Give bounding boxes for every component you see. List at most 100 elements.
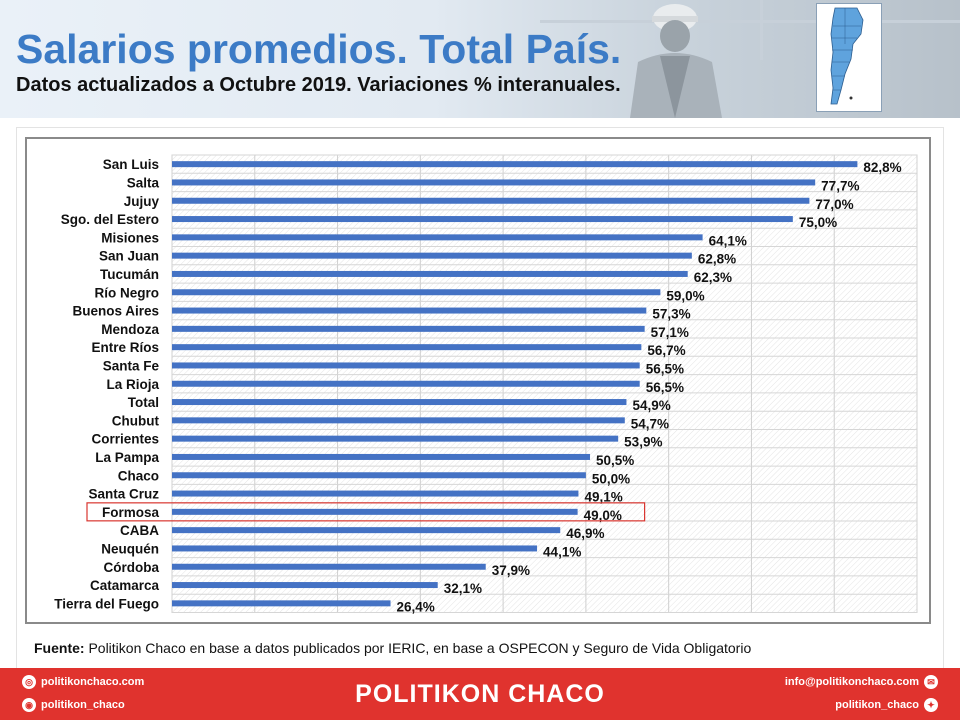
data-label: 57,3% <box>652 307 690 322</box>
footer-twitter-text: politikon_chaco <box>835 699 919 711</box>
category-label: Chubut <box>112 413 160 428</box>
data-label: 77,0% <box>815 197 853 212</box>
data-label: 56,5% <box>646 361 684 376</box>
bar <box>172 490 579 497</box>
category-label: Entre Ríos <box>91 340 159 355</box>
category-label: Santa Fe <box>103 358 160 373</box>
category-label: CABA <box>120 523 159 538</box>
argentina-map-icon <box>830 7 864 105</box>
bar <box>172 234 703 241</box>
data-label: 77,7% <box>821 178 859 193</box>
bar <box>172 435 619 442</box>
footer-brand: POLITIKON CHACO <box>355 680 605 708</box>
data-label: 75,0% <box>799 215 837 230</box>
footer-email[interactable]: info@politikonchaco.com ✉ <box>785 675 938 689</box>
category-label: Total <box>128 395 159 410</box>
footer-instagram[interactable]: ◉ politikon_chaco <box>22 698 125 712</box>
category-label: Sgo. del Estero <box>61 212 159 227</box>
bar <box>172 307 647 314</box>
bar <box>172 472 586 479</box>
bar <box>172 453 591 460</box>
bar <box>172 252 692 259</box>
category-label: La Rioja <box>106 377 159 392</box>
data-label: 53,9% <box>624 435 662 450</box>
bar <box>172 344 642 351</box>
bar <box>172 179 816 186</box>
data-label: 49,0% <box>584 508 622 523</box>
bar <box>172 216 793 223</box>
category-label: Santa Cruz <box>88 487 159 502</box>
worker-illustration <box>630 4 722 118</box>
bar <box>172 197 810 204</box>
bar <box>172 270 688 277</box>
bar <box>172 289 661 296</box>
page-title: Salarios promedios. Total País. <box>16 26 622 72</box>
category-label: Río Negro <box>94 285 159 300</box>
bar <box>172 380 640 387</box>
crane-decoration <box>760 0 763 60</box>
category-label: Formosa <box>102 505 160 520</box>
bar <box>172 582 438 589</box>
source-text: Politikon Chaco en base a datos publicad… <box>84 640 752 656</box>
highlight-box <box>86 502 646 522</box>
category-label: Tierra del Fuego <box>54 596 159 611</box>
footer-bar: ◎ politikonchaco.com ◉ politikon_chaco P… <box>0 668 960 720</box>
data-label: 56,7% <box>647 343 685 358</box>
footer-instagram-text: politikon_chaco <box>41 699 125 711</box>
category-label: Neuquén <box>101 541 159 556</box>
data-label: 37,9% <box>492 563 530 578</box>
footer-email-text: info@politikonchaco.com <box>784 676 919 688</box>
source-note: Fuente: Politikon Chaco en base a datos … <box>34 640 751 656</box>
bar <box>172 362 640 369</box>
argentina-map <box>816 3 882 112</box>
data-label: 54,9% <box>632 398 670 413</box>
category-label: Corrientes <box>91 432 159 447</box>
data-label: 46,9% <box>566 526 604 541</box>
bar <box>172 399 627 406</box>
footer-twitter[interactable]: politikon_chaco ✦ <box>835 698 938 712</box>
instagram-icon: ◉ <box>22 698 36 712</box>
page-subtitle: Datos actualizados a Octubre 2019. Varia… <box>16 74 621 96</box>
data-label: 54,7% <box>631 416 669 431</box>
data-label: 62,3% <box>694 270 732 285</box>
mail-icon: ✉ <box>924 675 938 689</box>
source-label: Fuente: <box>34 640 85 656</box>
category-label: Chaco <box>118 468 159 483</box>
category-label: San Luis <box>103 157 159 172</box>
data-label: 59,0% <box>666 288 704 303</box>
data-label: 26,4% <box>397 599 435 614</box>
bar <box>172 600 391 607</box>
data-label: 50,0% <box>592 471 630 486</box>
category-label: La Pampa <box>95 450 159 465</box>
category-label: Buenos Aires <box>72 304 159 319</box>
data-label: 82,8% <box>863 160 901 175</box>
header-banner: Salarios promedios. Total País. Datos ac… <box>0 0 960 118</box>
data-label: 62,8% <box>698 252 736 267</box>
category-label: Mendoza <box>101 322 159 337</box>
bar <box>172 563 486 570</box>
category-label: Córdoba <box>104 560 160 575</box>
category-label: Misiones <box>101 230 159 245</box>
category-label: Salta <box>127 175 160 190</box>
globe-icon: ◎ <box>22 675 36 689</box>
footer-web[interactable]: ◎ politikonchaco.com <box>22 675 144 689</box>
bar-chart: San Luis 82,8% Salta 77,7% Jujuy 77,0% Sgo. de… <box>54 154 918 614</box>
bar <box>172 545 538 552</box>
data-label: 49,1% <box>584 490 622 505</box>
data-label: 56,5% <box>646 380 684 395</box>
data-label: 64,1% <box>709 233 747 248</box>
bar <box>172 417 625 424</box>
data-label: 57,1% <box>651 325 689 340</box>
twitter-icon: ✦ <box>924 698 938 712</box>
bar <box>172 325 645 332</box>
category-label: Jujuy <box>124 194 160 209</box>
bar <box>172 508 578 515</box>
category-label: San Juan <box>99 249 159 264</box>
data-label: 44,1% <box>543 544 581 559</box>
category-label: Catamarca <box>90 578 160 593</box>
bar <box>172 527 561 534</box>
footer-web-text: politikonchaco.com <box>41 676 145 688</box>
bar <box>172 161 858 168</box>
crane-decoration <box>540 20 960 23</box>
data-label: 32,1% <box>444 581 482 596</box>
